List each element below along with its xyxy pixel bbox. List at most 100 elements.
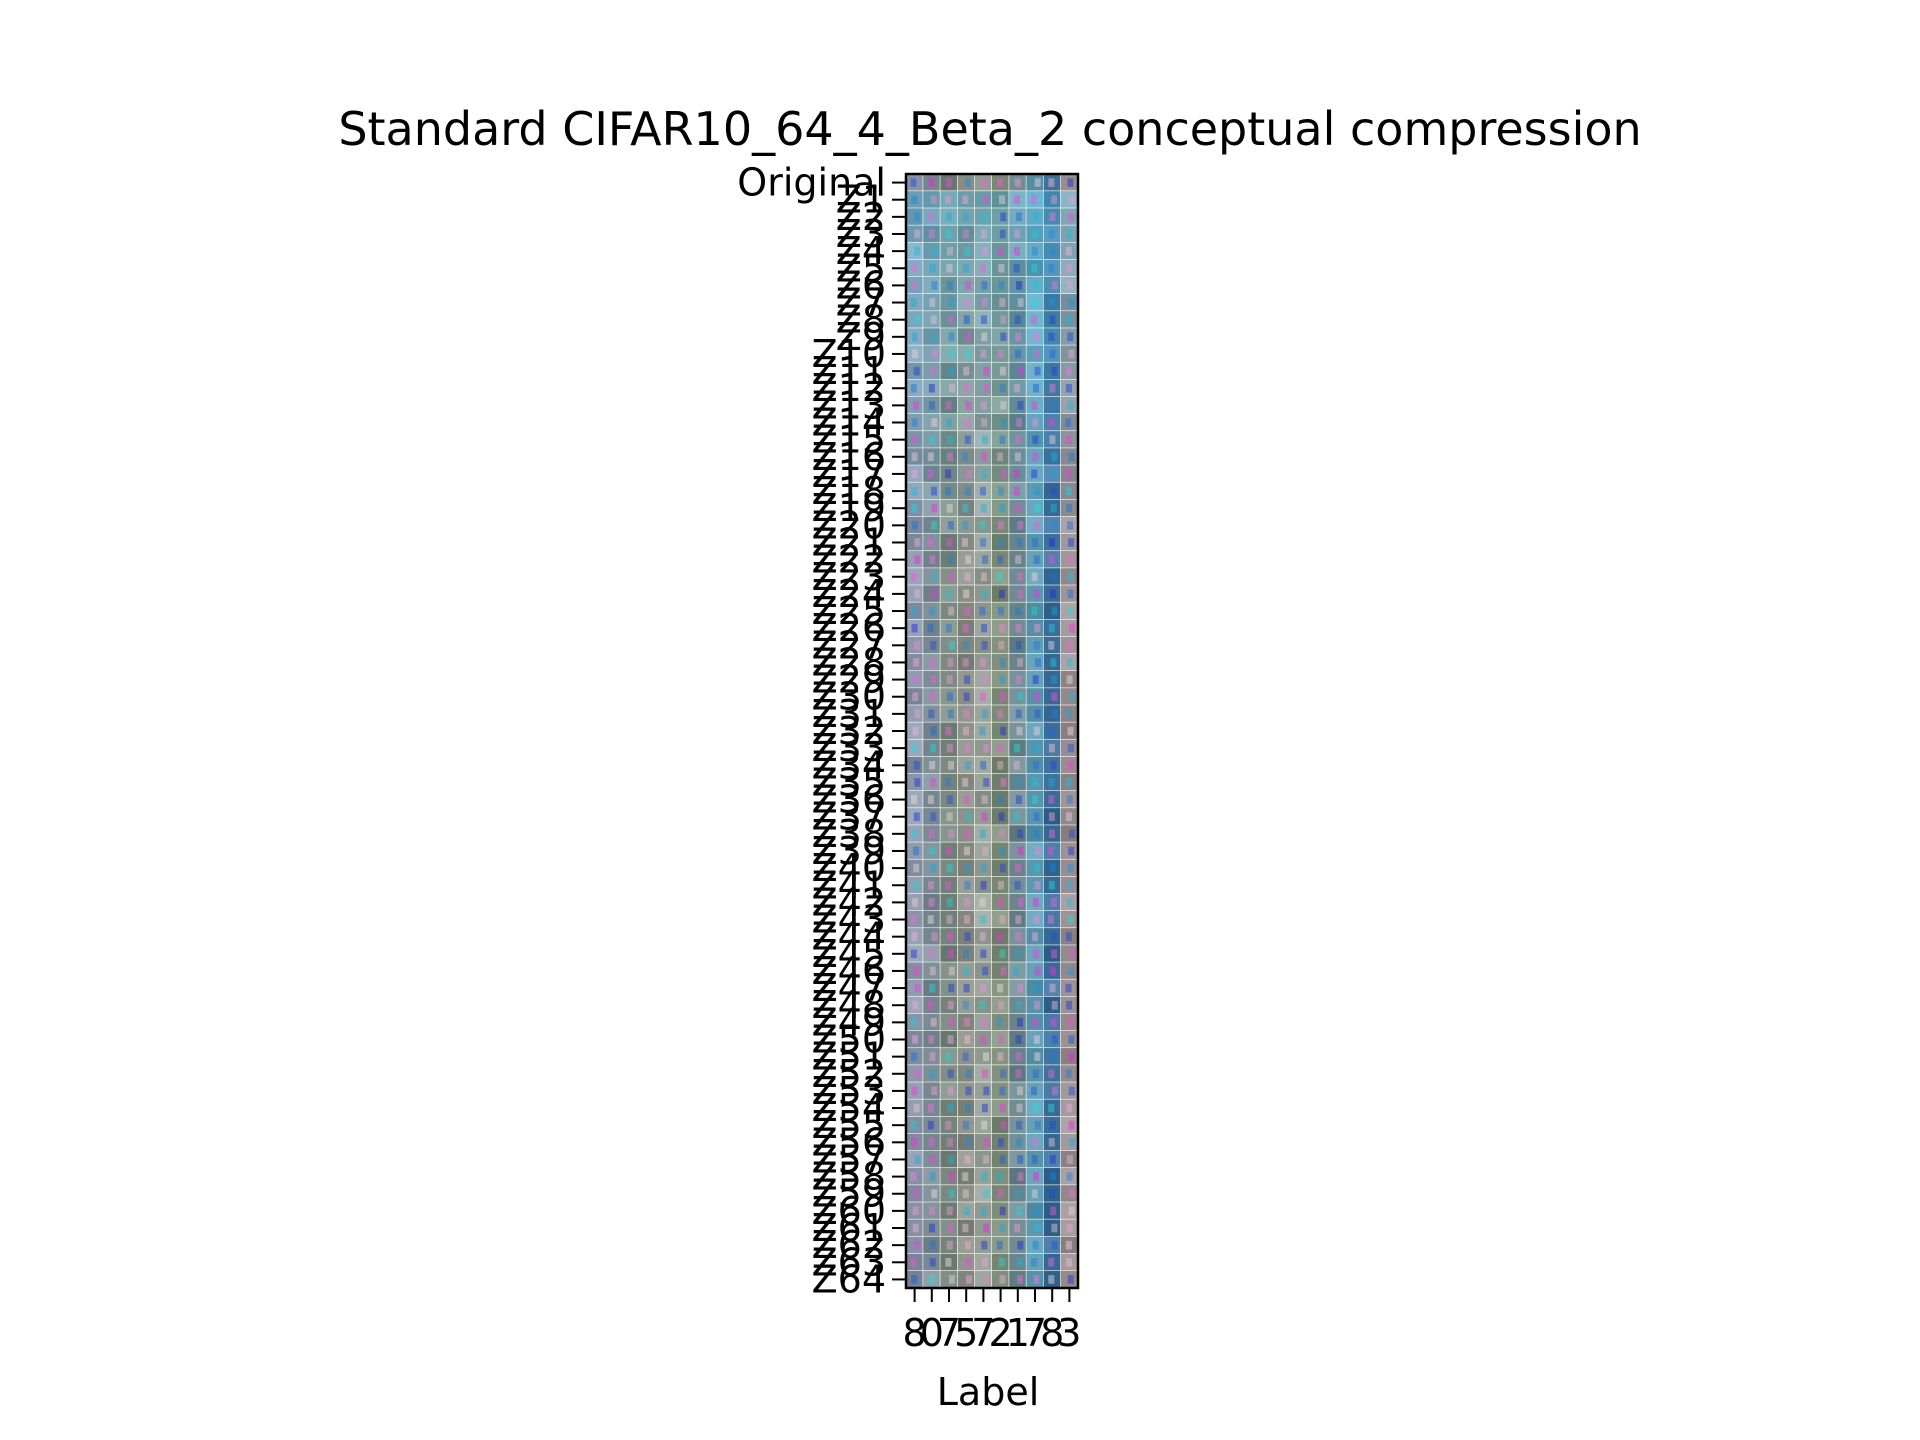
image-cell-detail xyxy=(964,418,971,427)
y-tick-label: Z57 xyxy=(812,1137,886,1181)
image-cell-detail xyxy=(979,1000,986,1010)
image-cell-detail xyxy=(997,1052,1004,1061)
image-cell-detail xyxy=(964,1240,971,1250)
image-cell-detail xyxy=(946,246,953,256)
image-cell-detail xyxy=(911,435,918,444)
image-cell-detail xyxy=(980,983,987,993)
image-cell-detail xyxy=(962,1172,969,1181)
y-tick-label: Z2 xyxy=(836,195,886,239)
image-cell-detail xyxy=(964,760,971,770)
image-cell-detail xyxy=(1015,212,1023,222)
image-cell-detail xyxy=(963,846,970,856)
image-cell-detail xyxy=(999,1155,1006,1164)
image-cell-detail xyxy=(1050,658,1057,667)
y-tick-label: Z49 xyxy=(812,1000,886,1044)
image-cell-detail xyxy=(981,298,988,307)
image-cell-detail xyxy=(1066,795,1073,804)
image-cell-detail xyxy=(962,212,969,222)
y-tick-label: Z63 xyxy=(812,1240,886,1284)
image-cell-detail xyxy=(946,863,953,873)
image-cell-detail xyxy=(928,709,935,719)
image-cell-detail xyxy=(912,829,919,839)
y-tick-label: Z22 xyxy=(812,538,886,582)
image-cell-detail xyxy=(927,795,934,804)
image-cell-detail xyxy=(927,1120,934,1130)
image-cell-detail xyxy=(982,966,989,976)
image-cell-detail xyxy=(931,418,938,427)
image-cell-detail xyxy=(964,281,971,290)
image-cell-detail xyxy=(1033,641,1040,650)
image-cell-detail xyxy=(947,1223,954,1233)
image-cell-detail xyxy=(1068,538,1075,547)
image-cell-detail xyxy=(997,486,1004,496)
image-cell-detail xyxy=(1067,1275,1074,1284)
image-cell-detail xyxy=(1014,1223,1021,1233)
image-cell-detail xyxy=(1034,846,1041,856)
image-cell-detail xyxy=(945,1120,952,1130)
image-cell-detail xyxy=(1014,743,1021,753)
y-tick-label: Z15 xyxy=(812,418,886,462)
image-cell-detail xyxy=(1034,863,1041,873)
image-cell-detail xyxy=(981,332,988,342)
image-cell-detail xyxy=(962,1189,969,1199)
image-cell-detail xyxy=(981,281,988,290)
image-cell-detail xyxy=(1017,692,1024,702)
image-cell-detail xyxy=(997,880,1004,890)
image-cell-detail xyxy=(946,281,953,290)
image-cell-detail xyxy=(912,966,919,976)
image-cell-detail xyxy=(964,932,971,941)
image-cell-detail xyxy=(1015,675,1022,684)
image-cell-detail xyxy=(929,760,936,770)
y-tick-label: Z40 xyxy=(812,846,886,890)
image-cell-detail xyxy=(1048,263,1055,273)
image-cell-detail xyxy=(912,898,919,907)
image-cell-detail xyxy=(1034,366,1041,376)
image-cell-detail xyxy=(980,349,987,359)
image-cell-detail xyxy=(1050,1018,1057,1027)
image-cell-detail xyxy=(1016,1258,1023,1267)
image-cell-detail xyxy=(966,1275,973,1284)
image-cell-detail xyxy=(980,1035,987,1044)
image-cell-detail xyxy=(1031,606,1038,616)
image-cell-detail xyxy=(997,1189,1004,1199)
image-cell-detail xyxy=(1031,401,1038,410)
image-cell-detail xyxy=(1051,401,1058,410)
image-cell-detail xyxy=(965,1069,973,1079)
image-cell-detail xyxy=(914,1240,921,1250)
y-tick-label: Z60 xyxy=(812,1189,886,1233)
image-cell-detail xyxy=(1033,1172,1040,1181)
image-cell-detail xyxy=(963,263,970,273)
image-cell-detail xyxy=(1016,1206,1023,1216)
y-tick-label: Z29 xyxy=(812,658,886,702)
image-cell-detail xyxy=(1032,1018,1039,1027)
image-cell-detail xyxy=(946,1138,953,1147)
image-cell-detail xyxy=(1049,589,1056,599)
image-cell-detail xyxy=(910,178,917,187)
image-cell-detail xyxy=(962,298,969,307)
image-cell-detail xyxy=(1050,503,1057,513)
image-cell-detail xyxy=(1068,1120,1075,1130)
image-cell-detail xyxy=(998,1258,1005,1267)
image-cell-detail xyxy=(948,298,955,307)
image-cell-detail xyxy=(1000,469,1007,479)
image-cell-detail xyxy=(914,1155,921,1164)
image-cell-detail xyxy=(948,1189,955,1199)
image-cell-detail xyxy=(1032,435,1039,444)
image-cell-detail xyxy=(1000,1120,1007,1130)
y-tick-label: Z19 xyxy=(812,486,886,530)
image-cell-detail xyxy=(1066,709,1073,719)
image-cell-detail xyxy=(1068,1052,1075,1061)
y-tick-label: Z56 xyxy=(812,1120,886,1164)
image-cell-detail xyxy=(1050,1206,1057,1216)
image-cell-detail xyxy=(948,1155,955,1164)
image-cell-detail xyxy=(980,538,987,547)
image-cell-detail xyxy=(1031,1189,1038,1199)
image-cell-detail xyxy=(1051,1000,1058,1010)
image-cell-detail xyxy=(929,983,936,993)
image-cell-detail xyxy=(1051,606,1058,616)
image-cell-detail xyxy=(1047,915,1054,924)
image-cell-detail xyxy=(1066,229,1073,239)
image-cell-detail xyxy=(1050,760,1057,770)
image-cell-detail xyxy=(945,195,952,204)
